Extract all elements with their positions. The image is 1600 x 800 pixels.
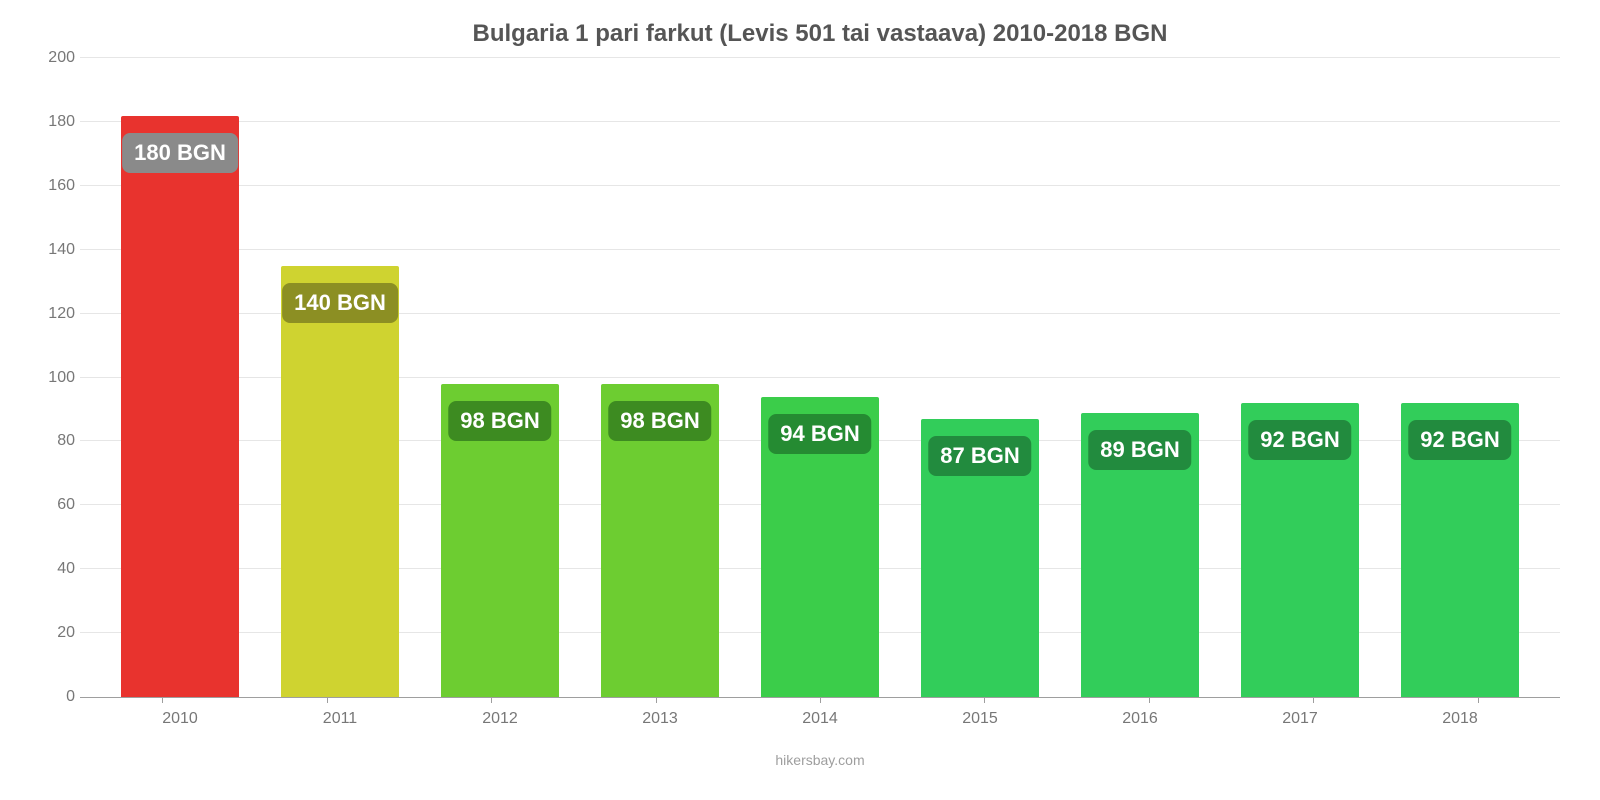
x-tick: 2017 xyxy=(1220,710,1380,728)
bar-slot: 94 BGN xyxy=(740,58,900,697)
bar-value-label: 94 BGN xyxy=(768,414,871,454)
y-tick: 100 xyxy=(30,369,75,387)
x-tick-mark xyxy=(820,697,821,703)
bar: 89 BGN xyxy=(1081,413,1199,697)
bar: 140 BGN xyxy=(281,266,399,697)
x-tick-mark xyxy=(1313,697,1314,703)
y-axis: 020406080100120140160180200 xyxy=(30,58,75,697)
bar-value-label: 92 BGN xyxy=(1248,420,1351,460)
x-tick: 2012 xyxy=(420,710,580,728)
bar-slot: 92 BGN xyxy=(1220,58,1380,697)
y-tick: 40 xyxy=(30,560,75,578)
bar-value-label: 92 BGN xyxy=(1408,420,1511,460)
chart-title: Bulgaria 1 pari farkut (Levis 501 tai va… xyxy=(80,20,1560,48)
x-tick-mark xyxy=(491,697,492,703)
y-tick: 80 xyxy=(30,432,75,450)
bar-slot: 98 BGN xyxy=(420,58,580,697)
x-tick: 2016 xyxy=(1060,710,1220,728)
y-tick: 180 xyxy=(30,113,75,131)
bar-value-label: 180 BGN xyxy=(122,133,238,173)
x-tick: 2010 xyxy=(100,710,260,728)
bar-slot: 98 BGN xyxy=(580,58,740,697)
x-tick: 2013 xyxy=(580,710,740,728)
y-tick: 160 xyxy=(30,177,75,195)
x-tick: 2014 xyxy=(740,710,900,728)
y-tick: 60 xyxy=(30,496,75,514)
x-tick-mark xyxy=(984,697,985,703)
bar: 180 BGN xyxy=(121,116,239,697)
bars-wrap: 180 BGN 140 BGN 98 BGN 98 BGN 94 BGN 87 BGN 89… xyxy=(80,58,1560,697)
bar-slot: 180 BGN xyxy=(100,58,260,697)
bar: 87 BGN xyxy=(921,419,1039,697)
x-tick-mark xyxy=(1478,697,1479,703)
bar-slot: 140 BGN xyxy=(260,58,420,697)
y-tick: 120 xyxy=(30,305,75,323)
bar: 94 BGN xyxy=(761,397,879,697)
bar-value-label: 98 BGN xyxy=(448,401,551,441)
bar-slot: 89 BGN xyxy=(1060,58,1220,697)
x-tick-mark xyxy=(327,697,328,703)
bar-value-label: 140 BGN xyxy=(282,283,398,323)
bar-value-label: 89 BGN xyxy=(1088,430,1191,470)
x-tick-mark xyxy=(656,697,657,703)
bar-value-label: 98 BGN xyxy=(608,401,711,441)
bar: 92 BGN xyxy=(1401,403,1519,697)
chart-container: Bulgaria 1 pari farkut (Levis 501 tai va… xyxy=(0,0,1600,800)
bar-slot: 87 BGN xyxy=(900,58,1060,697)
bar: 92 BGN xyxy=(1241,403,1359,697)
x-tick: 2018 xyxy=(1380,710,1540,728)
bar-slot: 92 BGN xyxy=(1380,58,1540,697)
y-tick: 20 xyxy=(30,624,75,642)
y-tick: 140 xyxy=(30,241,75,259)
bar: 98 BGN xyxy=(601,384,719,697)
x-tick: 2015 xyxy=(900,710,1060,728)
x-tick-mark xyxy=(162,697,163,703)
attribution: hikersbay.com xyxy=(80,752,1560,768)
bar-value-label: 87 BGN xyxy=(928,436,1031,476)
x-tick-mark xyxy=(1149,697,1150,703)
y-tick: 0 xyxy=(30,688,75,706)
x-tick: 2011 xyxy=(260,710,420,728)
y-tick: 200 xyxy=(30,49,75,67)
plot-area: 020406080100120140160180200 180 BGN140 B… xyxy=(80,58,1560,698)
bar: 98 BGN xyxy=(441,384,559,697)
